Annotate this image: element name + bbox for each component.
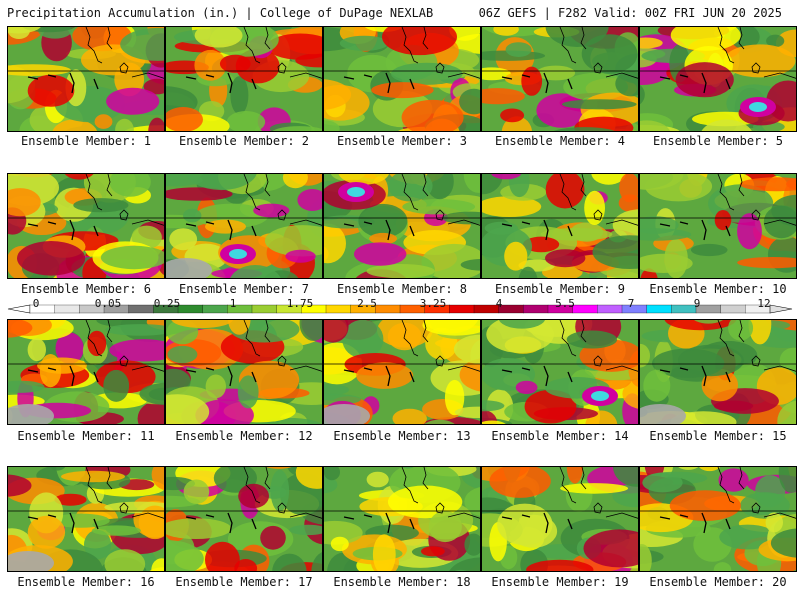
ensemble-map-14 xyxy=(481,319,639,425)
ensemble-member-label: Ensemble Member: 3 xyxy=(336,134,468,148)
ensemble-map-15 xyxy=(639,319,797,425)
ensemble-member-label: Ensemble Member: 16 xyxy=(17,575,155,589)
ensemble-member-label: Ensemble Member: 15 xyxy=(649,429,787,443)
ensemble-map-17 xyxy=(165,466,323,572)
colorbar-tick-label: 0.05 xyxy=(94,297,122,310)
ensemble-map-8 xyxy=(323,173,481,279)
ensemble-member-label: Ensemble Member: 7 xyxy=(178,282,310,296)
colorbar-legend xyxy=(7,304,793,314)
colorbar-swatch xyxy=(621,304,648,314)
colorbar-swatch xyxy=(54,304,80,314)
ensemble-map-16 xyxy=(7,466,165,572)
colorbar-swatch xyxy=(449,304,475,314)
ensemble-map-4 xyxy=(481,26,639,132)
colorbar-swatch xyxy=(523,304,549,314)
ensemble-member-label: Ensemble Member: 1 xyxy=(20,134,152,148)
colorbar-tick-label: 2.5 xyxy=(357,297,377,310)
ensemble-map-18 xyxy=(323,466,481,572)
colorbar-tick-label: 1 xyxy=(229,297,237,310)
colorbar-tick-label: 0.25 xyxy=(153,297,181,310)
ensemble-map-10 xyxy=(639,173,797,279)
colorbar-tick-label: 3.25 xyxy=(419,297,447,310)
ensemble-member-label: Ensemble Member: 19 xyxy=(491,575,629,589)
colorbar-tick-label: 7 xyxy=(627,297,635,310)
ensemble-member-label: Ensemble Member: 12 xyxy=(175,429,313,443)
ensemble-member-label: Ensemble Member: 8 xyxy=(336,282,468,296)
colorbar-tick-label: 1.75 xyxy=(286,297,314,310)
colorbar-swatch xyxy=(597,304,623,314)
colorbar-tick-label: 5.5 xyxy=(555,297,575,310)
colorbar-tick-label: 0 xyxy=(32,297,40,310)
colorbar-swatch xyxy=(325,304,352,314)
ensemble-map-9 xyxy=(481,173,639,279)
ensemble-member-label: Ensemble Member: 20 xyxy=(649,575,787,589)
ensemble-member-label: Ensemble Member: 5 xyxy=(652,134,784,148)
ensemble-map-12 xyxy=(165,319,323,425)
ensemble-member-label: Ensemble Member: 2 xyxy=(178,134,310,148)
ensemble-map-19 xyxy=(481,466,639,572)
ensemble-member-label: Ensemble Member: 9 xyxy=(494,282,626,296)
ensemble-map-20 xyxy=(639,466,797,572)
ensemble-member-label: Ensemble Member: 14 xyxy=(491,429,629,443)
ensemble-member-label: Ensemble Member: 18 xyxy=(333,575,471,589)
colorbar-swatch xyxy=(646,304,672,314)
ensemble-member-label: Ensemble Member: 6 xyxy=(20,282,152,296)
colorbar-swatch xyxy=(375,304,401,314)
ensemble-map-11 xyxy=(7,319,165,425)
colorbar-tick-label: 9 xyxy=(693,297,701,310)
ensemble-map-6 xyxy=(7,173,165,279)
ensemble-member-label: Ensemble Member: 17 xyxy=(175,575,313,589)
ensemble-member-label: Ensemble Member: 11 xyxy=(17,429,155,443)
colorbar-tick-label: 12 xyxy=(757,297,771,310)
colorbar-swatch xyxy=(251,304,278,314)
ensemble-map-1 xyxy=(7,26,165,132)
colorbar-swatch xyxy=(572,304,598,314)
ensemble-map-3 xyxy=(323,26,481,132)
colorbar-swatch xyxy=(202,304,228,314)
run-valid-time: 06Z GEFS | F282 Valid: 00Z FRI JUN 20 20… xyxy=(478,6,782,20)
ensemble-member-label: Ensemble Member: 13 xyxy=(333,429,471,443)
page-title: Precipitation Accumulation (in.) | Colle… xyxy=(7,6,434,20)
ensemble-map-5 xyxy=(639,26,797,132)
colorbar-tick-label: 4 xyxy=(495,297,503,310)
ensemble-member-label: Ensemble Member: 4 xyxy=(494,134,626,148)
colorbar-swatch xyxy=(177,304,204,314)
ensemble-map-13 xyxy=(323,319,481,425)
colorbar-swatch xyxy=(128,304,154,314)
colorbar-swatch xyxy=(671,304,697,314)
ensemble-member-label: Ensemble Member: 10 xyxy=(649,282,787,296)
ensemble-map-2 xyxy=(165,26,323,132)
colorbar-swatch xyxy=(720,304,746,314)
ensemble-map-7 xyxy=(165,173,323,279)
